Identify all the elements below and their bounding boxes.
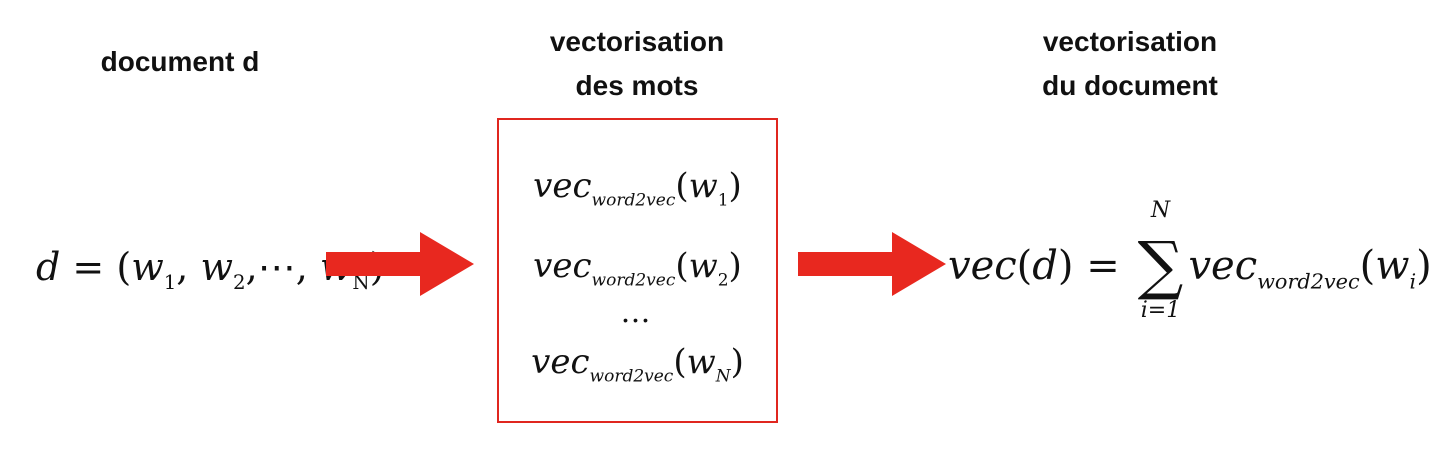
- word-index: 2: [717, 270, 729, 291]
- summation: N ∑ i=1: [1132, 200, 1188, 322]
- arrow-shape: [326, 232, 474, 296]
- word-index: N: [715, 366, 731, 387]
- word-index: N: [352, 270, 370, 294]
- word-index: 1: [163, 270, 177, 294]
- close-paren: ): [730, 342, 744, 382]
- vec-subscript: word2vec: [591, 190, 676, 211]
- title-word-vectorisation-line2: des mots: [575, 70, 699, 101]
- word-symbol: w: [686, 342, 716, 382]
- doc-symbol: d: [1032, 243, 1058, 289]
- title-document: document d: [40, 40, 320, 84]
- word-symbol: w: [1375, 243, 1410, 289]
- close-paren: ): [728, 166, 742, 206]
- vec-symbol: vec: [1188, 243, 1258, 289]
- open-paren: (: [116, 245, 132, 289]
- comma: ,: [295, 245, 308, 289]
- right-arrow-icon: [326, 232, 474, 296]
- open-paren: (: [675, 166, 689, 206]
- word-symbol: w: [688, 246, 718, 286]
- open-paren: (: [1016, 243, 1033, 289]
- title-word-vectorisation-line1: vectorisation: [549, 26, 725, 57]
- document-vector-equation: vec(d) = N ∑ i=1 vecword2vec(wi): [948, 200, 1432, 322]
- doc-symbol: d: [36, 245, 61, 289]
- close-paren: ): [1416, 243, 1432, 289]
- vec-symbol: vec: [531, 342, 590, 382]
- open-paren: (: [1359, 243, 1376, 289]
- word-index: 1: [717, 190, 729, 211]
- vec-subscript: word2vec: [589, 366, 674, 387]
- title-document-vectorisation-line1: vectorisation: [1042, 26, 1218, 57]
- word-vector-1: vecword2vec(w1): [499, 164, 776, 211]
- word-vectors-box: vecword2vec(w1) vecword2vec(w2) … vecwor…: [497, 118, 778, 423]
- vec-symbol: vec: [533, 246, 592, 286]
- title-document-vectorisation: vectorisation du document: [980, 20, 1280, 108]
- ellipsis: ⋯: [257, 245, 296, 289]
- arrow-shape: [798, 232, 946, 296]
- equals-sign: =: [1086, 243, 1120, 289]
- equals-sign: =: [72, 245, 105, 289]
- word-index: 2: [233, 270, 246, 294]
- vec-symbol: vec: [533, 166, 592, 206]
- sum-lower-limit: i=1: [1140, 298, 1181, 323]
- word-vector-n: vecword2vec(wN): [499, 340, 776, 387]
- word-symbol: w: [131, 245, 164, 289]
- word-vector-ellipsis: …: [620, 295, 655, 330]
- title-word-vectorisation: vectorisation des mots: [487, 20, 787, 108]
- comma: ,: [245, 245, 258, 289]
- title-document-vectorisation-line2: du document: [1042, 70, 1218, 101]
- close-paren: ): [1057, 243, 1074, 289]
- open-paren: (: [675, 246, 689, 286]
- title-document-text: document d: [100, 46, 260, 77]
- word-index: i: [1409, 269, 1417, 294]
- document-equation: d = (w1, w2,⋯, wN): [36, 242, 385, 292]
- vec-subscript: word2vec: [1257, 269, 1360, 294]
- close-paren: ): [728, 246, 742, 286]
- word-vector-2: vecword2vec(w2): [499, 244, 776, 291]
- comma: ,: [176, 245, 189, 289]
- sigma-icon: ∑: [1137, 229, 1184, 303]
- open-paren: (: [673, 342, 687, 382]
- word-symbol: w: [200, 245, 234, 289]
- vec-symbol: vec: [948, 243, 1017, 289]
- right-arrow-icon: [798, 232, 946, 296]
- word-symbol: w: [688, 166, 718, 206]
- sum-upper-limit: N: [1150, 198, 1171, 223]
- vec-subscript: word2vec: [591, 270, 676, 291]
